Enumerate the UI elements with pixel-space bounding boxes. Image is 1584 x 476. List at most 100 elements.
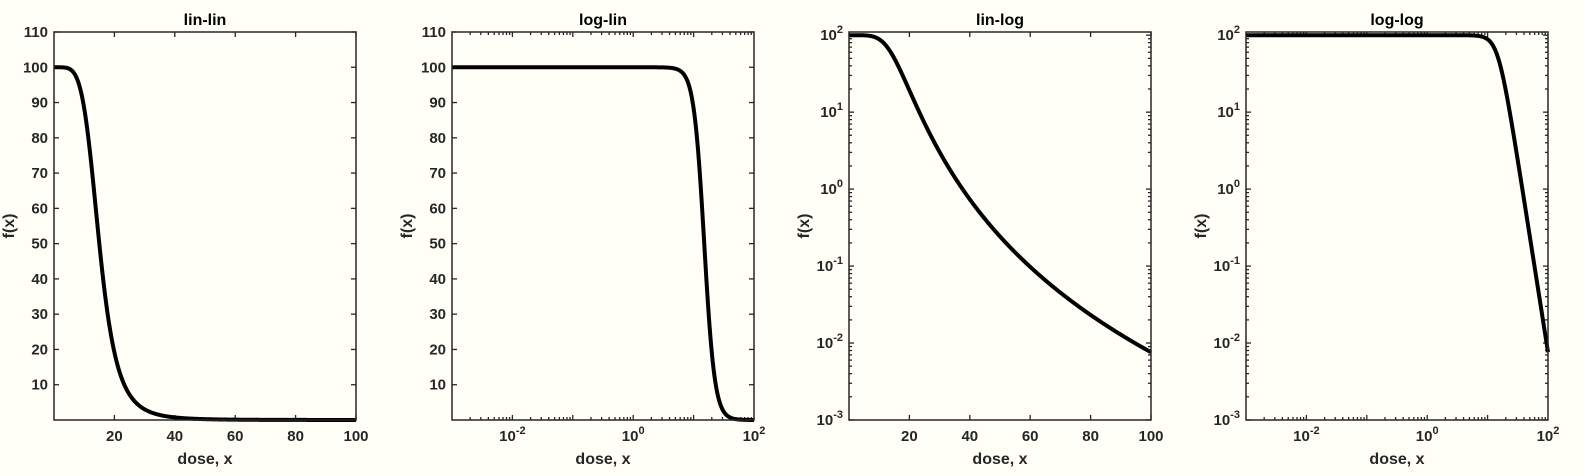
y-tick-label: 40	[31, 271, 48, 288]
tick-base: 10	[1217, 104, 1234, 121]
tick-base: 10	[1293, 428, 1310, 445]
tick-base: 10	[1537, 428, 1554, 445]
series-line-f(x)	[450, 65, 756, 422]
axes-box	[451, 31, 755, 421]
y-tick-label: 100	[820, 178, 843, 198]
x-tick-label: 40	[961, 428, 978, 445]
y-tick-label: 110	[422, 24, 446, 41]
tick-exponent: 0	[1234, 178, 1240, 190]
y-tick-label: 10	[31, 377, 48, 394]
tick-base: 10	[1214, 258, 1231, 275]
y-tick-label: 30	[429, 306, 446, 323]
tick-base: 10	[817, 258, 834, 275]
x-tick-label: 80	[287, 428, 304, 445]
subplot-log-lin: 10-2 100 102102030405060708090100110log-li…	[399, 12, 765, 468]
subplot-title: log-log	[1370, 12, 1423, 29]
tick-base: 10	[499, 428, 516, 445]
y-tick-label: 80	[429, 130, 446, 147]
x-tick-label: 100	[622, 425, 645, 445]
tick-exponent: 2	[1553, 425, 1559, 437]
axes-box	[1245, 31, 1549, 421]
y-tick-label: 10-3	[817, 409, 843, 429]
y-axis-label: f(x)	[399, 214, 416, 239]
tick-exponent: -1	[1230, 255, 1240, 267]
tick-exponent: -2	[1230, 332, 1240, 344]
x-tick-label: 100	[343, 428, 368, 445]
y-tick-label: 100	[23, 59, 48, 76]
tick-exponent: 2	[759, 425, 765, 437]
tick-exponent: -3	[1230, 409, 1240, 421]
y-tick-label: 10-1	[817, 255, 843, 275]
tick-exponent: -2	[516, 425, 526, 437]
subplot-title: lin-lin	[184, 12, 227, 29]
tick-base: 10	[817, 335, 834, 352]
y-tick-label: 30	[31, 306, 48, 323]
y-tick-label: 20	[429, 341, 446, 358]
axes-box	[848, 31, 1152, 421]
x-tick-label: 80	[1082, 428, 1099, 445]
y-tick-label: 10	[429, 377, 446, 394]
plot-area	[849, 32, 1151, 420]
x-tick-label: 20	[901, 428, 918, 445]
y-axis-label: f(x)	[796, 214, 813, 239]
y-tick-label: 10-3	[1214, 409, 1240, 429]
tick-base: 10	[820, 104, 837, 121]
y-tick-label: 50	[429, 236, 446, 253]
x-tick-label: 102	[1537, 425, 1560, 445]
x-axis-label: dose, x	[575, 451, 630, 468]
tick-base: 10	[622, 428, 639, 445]
tick-exponent: -2	[1310, 425, 1320, 437]
subplot-title: log-lin	[579, 12, 627, 29]
x-axis-label: dose, x	[1369, 451, 1424, 468]
x-tick-label: 102	[743, 425, 766, 445]
tick-base: 10	[743, 428, 760, 445]
y-tick-label: 90	[429, 95, 446, 112]
y-tick-label: 101	[820, 101, 843, 121]
tick-exponent: -2	[833, 332, 843, 344]
axes-box	[53, 31, 357, 421]
tick-exponent: 1	[1234, 101, 1240, 113]
subplot-log-log: 10-2 100 10210-310-210-1100101102log-logdo…	[1193, 12, 1559, 468]
x-axis-label: dose, x	[177, 451, 232, 468]
y-tick-label: 70	[31, 165, 48, 182]
subplot-lin-log: 20 40 60 80 10010-310-210-1100101102lin-logd…	[796, 12, 1164, 468]
tick-exponent: 2	[1234, 24, 1240, 36]
tick-exponent: 0	[1432, 425, 1438, 437]
y-tick-label: 70	[429, 165, 446, 182]
tick-exponent: -3	[833, 409, 843, 421]
x-tick-label: 10-2	[499, 425, 525, 445]
y-tick-label: 102	[1217, 24, 1240, 44]
y-tick-label: 80	[31, 130, 48, 147]
y-tick-label: 102	[820, 24, 843, 44]
x-tick-label: 60	[1022, 428, 1039, 445]
y-tick-label: 110	[24, 24, 48, 41]
plot-area	[452, 32, 754, 420]
tick-base: 10	[820, 181, 837, 198]
y-tick-label: 60	[31, 200, 48, 217]
y-axis-label: f(x)	[1, 214, 18, 239]
x-tick-label: 60	[227, 428, 244, 445]
y-tick-label: 60	[429, 200, 446, 217]
x-tick-label: 10-2	[1293, 425, 1319, 445]
tick-base: 10	[1214, 335, 1231, 352]
y-tick-label: 40	[429, 271, 446, 288]
tick-exponent: 1	[837, 101, 843, 113]
y-tick-label: 10-2	[817, 332, 843, 352]
tick-exponent: 2	[837, 24, 843, 36]
tick-exponent: 0	[638, 425, 644, 437]
y-tick-label: 100	[421, 59, 446, 76]
x-tick-label: 40	[166, 428, 183, 445]
x-axis-label: dose, x	[972, 451, 1027, 468]
tick-base: 10	[1416, 428, 1433, 445]
y-tick-label: 10-2	[1214, 332, 1240, 352]
y-tick-label: 101	[1217, 101, 1240, 121]
tick-base: 10	[817, 412, 834, 429]
x-tick-label: 100	[1138, 428, 1163, 445]
tick-base: 10	[820, 27, 837, 44]
tick-base: 10	[1217, 181, 1234, 198]
y-tick-label: 10-1	[1214, 255, 1240, 275]
tick-base: 10	[1217, 27, 1234, 44]
y-axis-label: f(x)	[1193, 214, 1210, 239]
